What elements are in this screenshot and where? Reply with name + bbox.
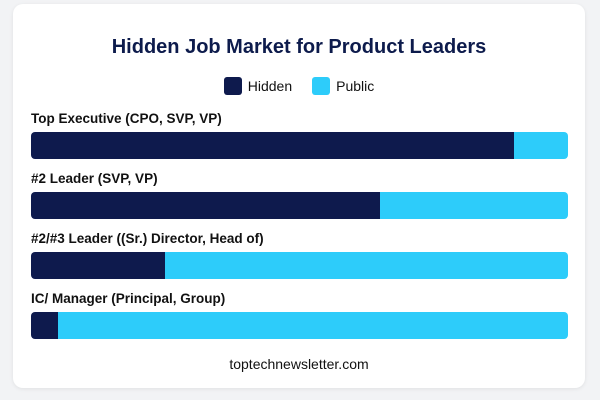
legend-swatch-public xyxy=(312,77,331,95)
chart-card: Hidden Job Market for Product Leaders Hi… xyxy=(13,4,585,388)
bar-row-second-leader: #2 Leader (SVP, VP) xyxy=(31,171,568,231)
stacked-bar xyxy=(31,252,568,279)
category-label: Top Executive (CPO, SVP, VP) xyxy=(31,111,222,126)
bar-segment-public xyxy=(514,132,568,159)
bar-row-ic-manager: IC/ Manager (Principal, Group) xyxy=(31,291,568,351)
category-label: #2/#3 Leader ((Sr.) Director, Head of) xyxy=(31,231,264,246)
chart-title: Hidden Job Market for Product Leaders xyxy=(111,36,487,58)
legend-swatch-hidden xyxy=(223,77,242,95)
bar-segment-public xyxy=(380,192,568,219)
bar-segment-hidden xyxy=(31,252,166,279)
bar-segment-hidden xyxy=(31,132,515,159)
stacked-bar xyxy=(31,312,568,339)
stacked-bar xyxy=(31,192,568,219)
legend: Hidden Public xyxy=(13,77,585,95)
source-footer: toptechnewsletter.com xyxy=(229,356,369,372)
legend-item-public: Public xyxy=(312,77,374,95)
legend-label-hidden: Hidden xyxy=(247,78,293,94)
bar-segment-public xyxy=(57,312,568,339)
bar-segment-hidden xyxy=(31,312,58,339)
category-label: #2 Leader (SVP, VP) xyxy=(31,171,158,186)
legend-label-public: Public xyxy=(336,78,375,94)
legend-item-hidden: Hidden xyxy=(223,77,293,95)
bar-segment-public xyxy=(165,252,568,279)
category-label: IC/ Manager (Principal, Group) xyxy=(31,291,226,306)
bar-row-director: #2/#3 Leader ((Sr.) Director, Head of) xyxy=(31,231,568,291)
bar-segment-hidden xyxy=(31,192,381,219)
stacked-bar xyxy=(31,132,568,159)
bar-row-top-executive: Top Executive (CPO, SVP, VP) xyxy=(31,111,568,171)
bar-rows: Top Executive (CPO, SVP, VP) #2 Leader (… xyxy=(31,111,568,351)
